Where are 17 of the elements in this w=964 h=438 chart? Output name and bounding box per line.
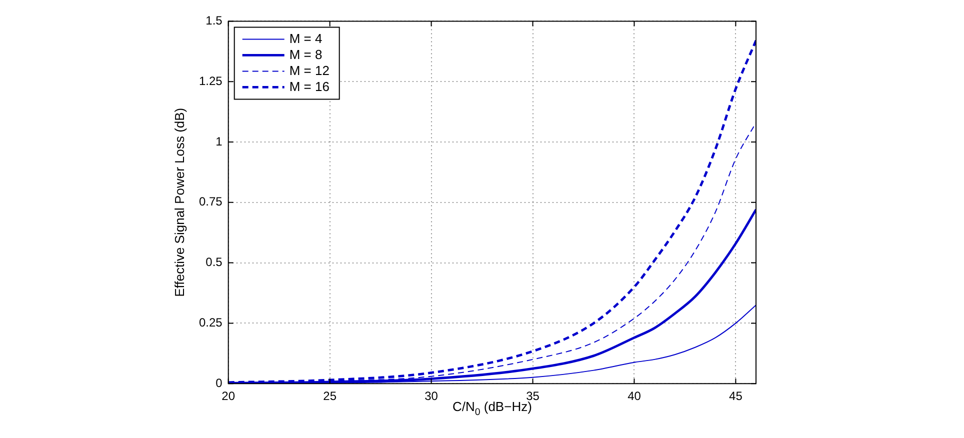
legend-label: M = 4	[289, 30, 322, 46]
y-tick-label: 1	[216, 134, 223, 148]
y-tick-label: 0	[216, 376, 223, 390]
x-tick-label: 45	[729, 389, 743, 404]
x-tick-label: 40	[628, 389, 642, 404]
x-tick-label: 25	[323, 389, 337, 404]
legend-label: M = 8	[289, 46, 322, 62]
y-tick-label: 0.25	[198, 316, 223, 330]
y-tick-label: 0.75	[198, 194, 223, 209]
x-tick-label: 20	[222, 389, 236, 404]
y-tick-label: 0.5	[206, 255, 223, 270]
y-axis-title: Effective Signal Power Loss (dB)	[172, 108, 187, 297]
x-tick-label: 30	[424, 389, 438, 404]
y-tick-label: 1.25	[198, 74, 223, 88]
legend-label: M = 12	[289, 62, 330, 78]
y-tick-label: 1.5	[206, 14, 223, 28]
legend-label: M = 16	[289, 78, 330, 94]
